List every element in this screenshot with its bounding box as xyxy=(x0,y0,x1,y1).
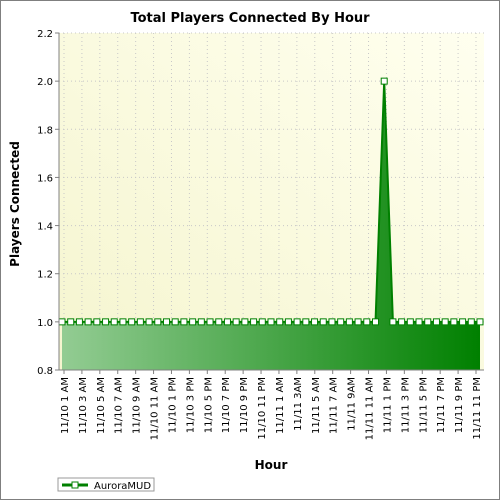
y-tick-label: 0.8 xyxy=(37,366,53,377)
x-tick-label: 11/10 7 PM xyxy=(221,377,232,433)
series-area xyxy=(62,81,480,371)
data-point xyxy=(441,318,449,326)
data-point xyxy=(311,318,319,326)
x-tick-label: 11/10 7 AM xyxy=(114,377,125,434)
legend-box xyxy=(57,477,155,492)
x-tick-label: 11/10 1 PM xyxy=(167,377,178,433)
y-tick-label: 1.8 xyxy=(37,125,53,136)
data-point xyxy=(136,318,144,326)
x-tick-label: 11/11 11 PM xyxy=(472,377,483,440)
data-point xyxy=(75,318,83,326)
y-tick-label: 1.4 xyxy=(37,222,53,233)
data-point xyxy=(67,318,75,326)
data-point xyxy=(354,318,362,326)
x-tick-label: 11/10 5 PM xyxy=(203,377,214,433)
x-tick-label: 11/10 5 AM xyxy=(96,377,107,434)
data-point xyxy=(337,318,345,326)
x-tick-label: 11/10 11 AM xyxy=(150,377,161,440)
data-point xyxy=(302,318,310,326)
data-point xyxy=(450,318,458,326)
data-point xyxy=(432,318,440,326)
data-point xyxy=(476,318,484,326)
x-tick-label: 11/10 9 PM xyxy=(239,377,250,433)
data-point xyxy=(180,318,188,326)
data-point xyxy=(293,318,301,326)
data-point xyxy=(398,318,406,326)
data-point xyxy=(345,318,353,326)
data-point xyxy=(223,318,231,326)
x-tick-label: 11/10 1 AM xyxy=(60,377,71,434)
x-tick-label: 11/11 5 AM xyxy=(311,377,322,434)
chart-title: Total Players Connected By Hour xyxy=(130,11,370,26)
data-point xyxy=(319,318,327,326)
data-point xyxy=(189,318,197,326)
legend-label: AuroraMUD xyxy=(94,481,151,492)
x-tick-label: 11/10 11 PM xyxy=(257,377,268,440)
data-point xyxy=(171,318,179,326)
x-tick-label: 11/11 5 PM xyxy=(418,377,429,433)
x-axis-ticks: 11/10 1 AM 11/10 3 AM 11/10 5 AM 11/10 7 AM… xyxy=(60,370,483,440)
x-tick-label: 11/11 1 AM xyxy=(275,377,286,434)
x-tick-label: 11/11 3 PM xyxy=(400,377,411,433)
data-point xyxy=(424,318,432,326)
x-tick-label: 11/10 3 PM xyxy=(185,377,196,433)
data-point xyxy=(380,77,388,85)
y-tick-label: 1.2 xyxy=(37,270,53,281)
data-point xyxy=(102,318,110,326)
legend-swatch-marker xyxy=(71,481,79,489)
data-point xyxy=(258,318,266,326)
data-point xyxy=(197,318,205,326)
data-point xyxy=(119,318,127,326)
data-point xyxy=(232,318,240,326)
data-point xyxy=(467,318,475,326)
data-point xyxy=(372,318,379,326)
data-point xyxy=(328,318,336,326)
legend: AuroraMUD xyxy=(57,477,155,492)
y-tick-label: 2.0 xyxy=(37,77,53,88)
data-point xyxy=(215,318,223,326)
x-tick-label: 11/11 7 AM xyxy=(329,377,340,434)
plot-area xyxy=(59,33,484,370)
data-point xyxy=(58,318,66,326)
data-point xyxy=(406,318,414,326)
data-point xyxy=(250,318,258,326)
data-point xyxy=(284,318,292,326)
y-tick-label: 1.0 xyxy=(37,318,53,329)
series-points xyxy=(58,77,484,326)
y-axis-ticks: 0.8 1.0 1.2 1.4 1.6 1.8 2.0 2.2 xyxy=(37,29,59,377)
x-tick-label: 11/11 1 PM xyxy=(382,377,393,433)
y-axis-label: Players Connected xyxy=(8,141,22,267)
data-point xyxy=(154,318,162,326)
data-point xyxy=(206,318,214,326)
data-point xyxy=(459,318,467,326)
x-tick-label: 11/10 9 AM xyxy=(132,377,143,434)
data-point xyxy=(241,318,249,326)
data-point xyxy=(145,318,153,326)
data-point xyxy=(267,318,275,326)
x-tick-label: 11/10 3 AM xyxy=(78,377,89,434)
data-point xyxy=(415,318,423,326)
x-tick-label: 11/11 9 PM xyxy=(454,377,465,433)
data-point xyxy=(163,318,170,326)
data-point xyxy=(93,318,101,326)
x-tick-label: 11/11 3AM xyxy=(293,377,304,431)
x-tick-label: 11/11 9AM xyxy=(347,377,358,431)
y-tick-label: 2.2 xyxy=(37,29,53,40)
data-point xyxy=(128,318,136,326)
data-point xyxy=(84,318,92,326)
x-tick-label: 11/11 7 PM xyxy=(436,377,447,433)
x-axis-label: Hour xyxy=(255,458,288,472)
data-point xyxy=(389,318,397,326)
data-point xyxy=(110,318,118,326)
data-point xyxy=(363,318,371,326)
y-tick-label: 1.6 xyxy=(37,173,53,184)
x-tick-label: 11/11 11 AM xyxy=(365,377,376,440)
data-point xyxy=(276,318,284,326)
